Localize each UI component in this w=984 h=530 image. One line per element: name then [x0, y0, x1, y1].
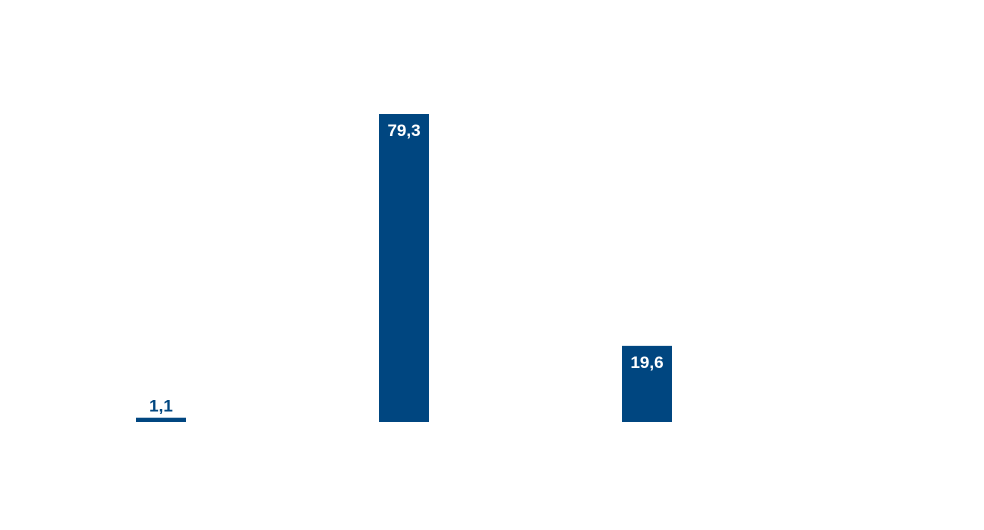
- bar-1: [136, 417, 186, 422]
- data-labels-group: 1,1 79,3 19,6: [149, 121, 663, 416]
- bars-group: [136, 114, 672, 422]
- data-label-2: 79,3: [387, 121, 420, 140]
- data-label-3: 19,6: [630, 353, 663, 372]
- data-label-1: 1,1: [149, 397, 173, 416]
- bar-3: [622, 345, 672, 422]
- bar-2: [379, 114, 429, 422]
